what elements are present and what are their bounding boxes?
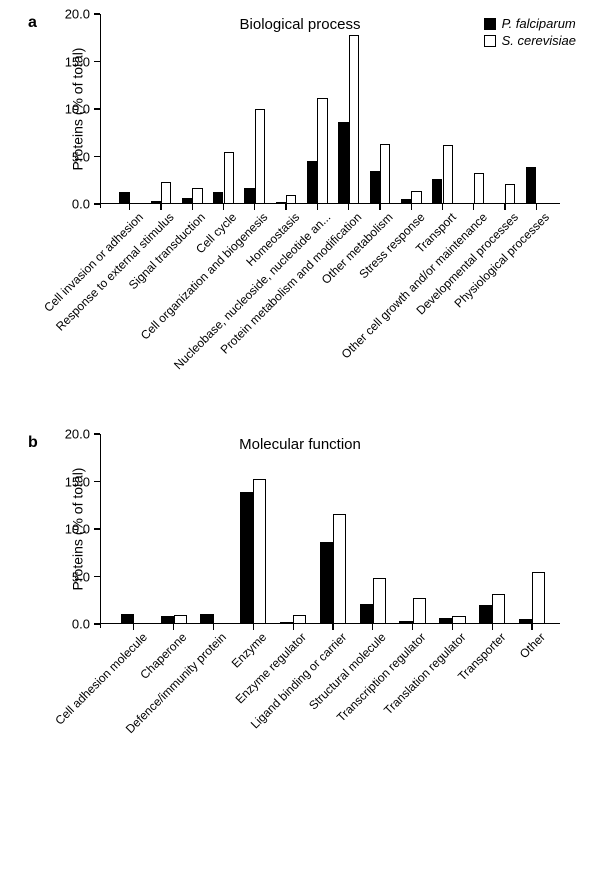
bar [174,615,187,624]
bar [432,179,442,204]
panel-b-plot-area: Proteins (% of total) 0.05.010.015.020.0 [100,434,560,624]
bar [333,514,346,624]
y-tick [94,61,100,62]
panel-b-bars [100,434,560,624]
bar [200,614,213,624]
panel-a-bars [100,14,560,204]
figure: a Biological process P. falciparum S. ce… [0,0,600,794]
bar [320,542,333,624]
bar [526,167,536,204]
bar [380,144,390,204]
bar [119,192,129,204]
y-tick-label: 20.0 [65,7,90,22]
panel-a-plot-area: Proteins (% of total) 0.05.010.015.020.0 [100,14,560,204]
y-tick [94,528,100,529]
bar [360,604,373,624]
bar [244,188,254,204]
y-tick-label: 10.0 [65,522,90,537]
bar [338,122,348,204]
panel-b-category-labels: Cell adhesion moleculeChaperoneDefence/i… [100,624,560,794]
y-tick-label: 5.0 [72,149,90,164]
bar [413,598,426,624]
bar [213,192,223,204]
panel-a-category-labels: Cell invasion or adhesionResponse to ext… [100,204,560,414]
bar [370,171,380,204]
bar [240,492,253,624]
bar [479,605,492,624]
y-tick-label: 0.0 [72,617,90,632]
bar [192,188,202,204]
bar [161,616,174,624]
y-tick-label: 15.0 [65,54,90,69]
category-label: Other [517,630,548,661]
y-tick [94,576,100,577]
bar [411,191,421,204]
category-label: Enzyme regulator [233,630,309,706]
bar [505,184,515,204]
panel-a: a Biological process P. falciparum S. ce… [10,14,590,414]
bar [474,173,484,204]
bar [224,152,234,204]
bar [317,98,327,204]
bar [443,145,453,204]
y-tick [94,13,100,14]
y-tick-label: 10.0 [65,102,90,117]
panel-a-label: a [28,14,37,32]
panel-b: b Molecular function Proteins (% of tota… [10,434,590,794]
bar [492,594,505,624]
y-tick [94,433,100,434]
bar [293,615,306,624]
bar [253,479,266,624]
y-tick-label: 20.0 [65,427,90,442]
y-tick [94,108,100,109]
bar [373,578,386,624]
y-tick [94,156,100,157]
bar [161,182,171,204]
y-tick-label: 15.0 [65,474,90,489]
bar [452,616,465,624]
panel-b-label: b [28,434,38,452]
bar [307,161,317,204]
bar [255,109,265,204]
y-tick [94,481,100,482]
bar [349,35,359,204]
bar [121,614,134,624]
y-tick-label: 0.0 [72,197,90,212]
bar [286,195,296,205]
y-tick-label: 5.0 [72,569,90,584]
bar [532,572,545,624]
